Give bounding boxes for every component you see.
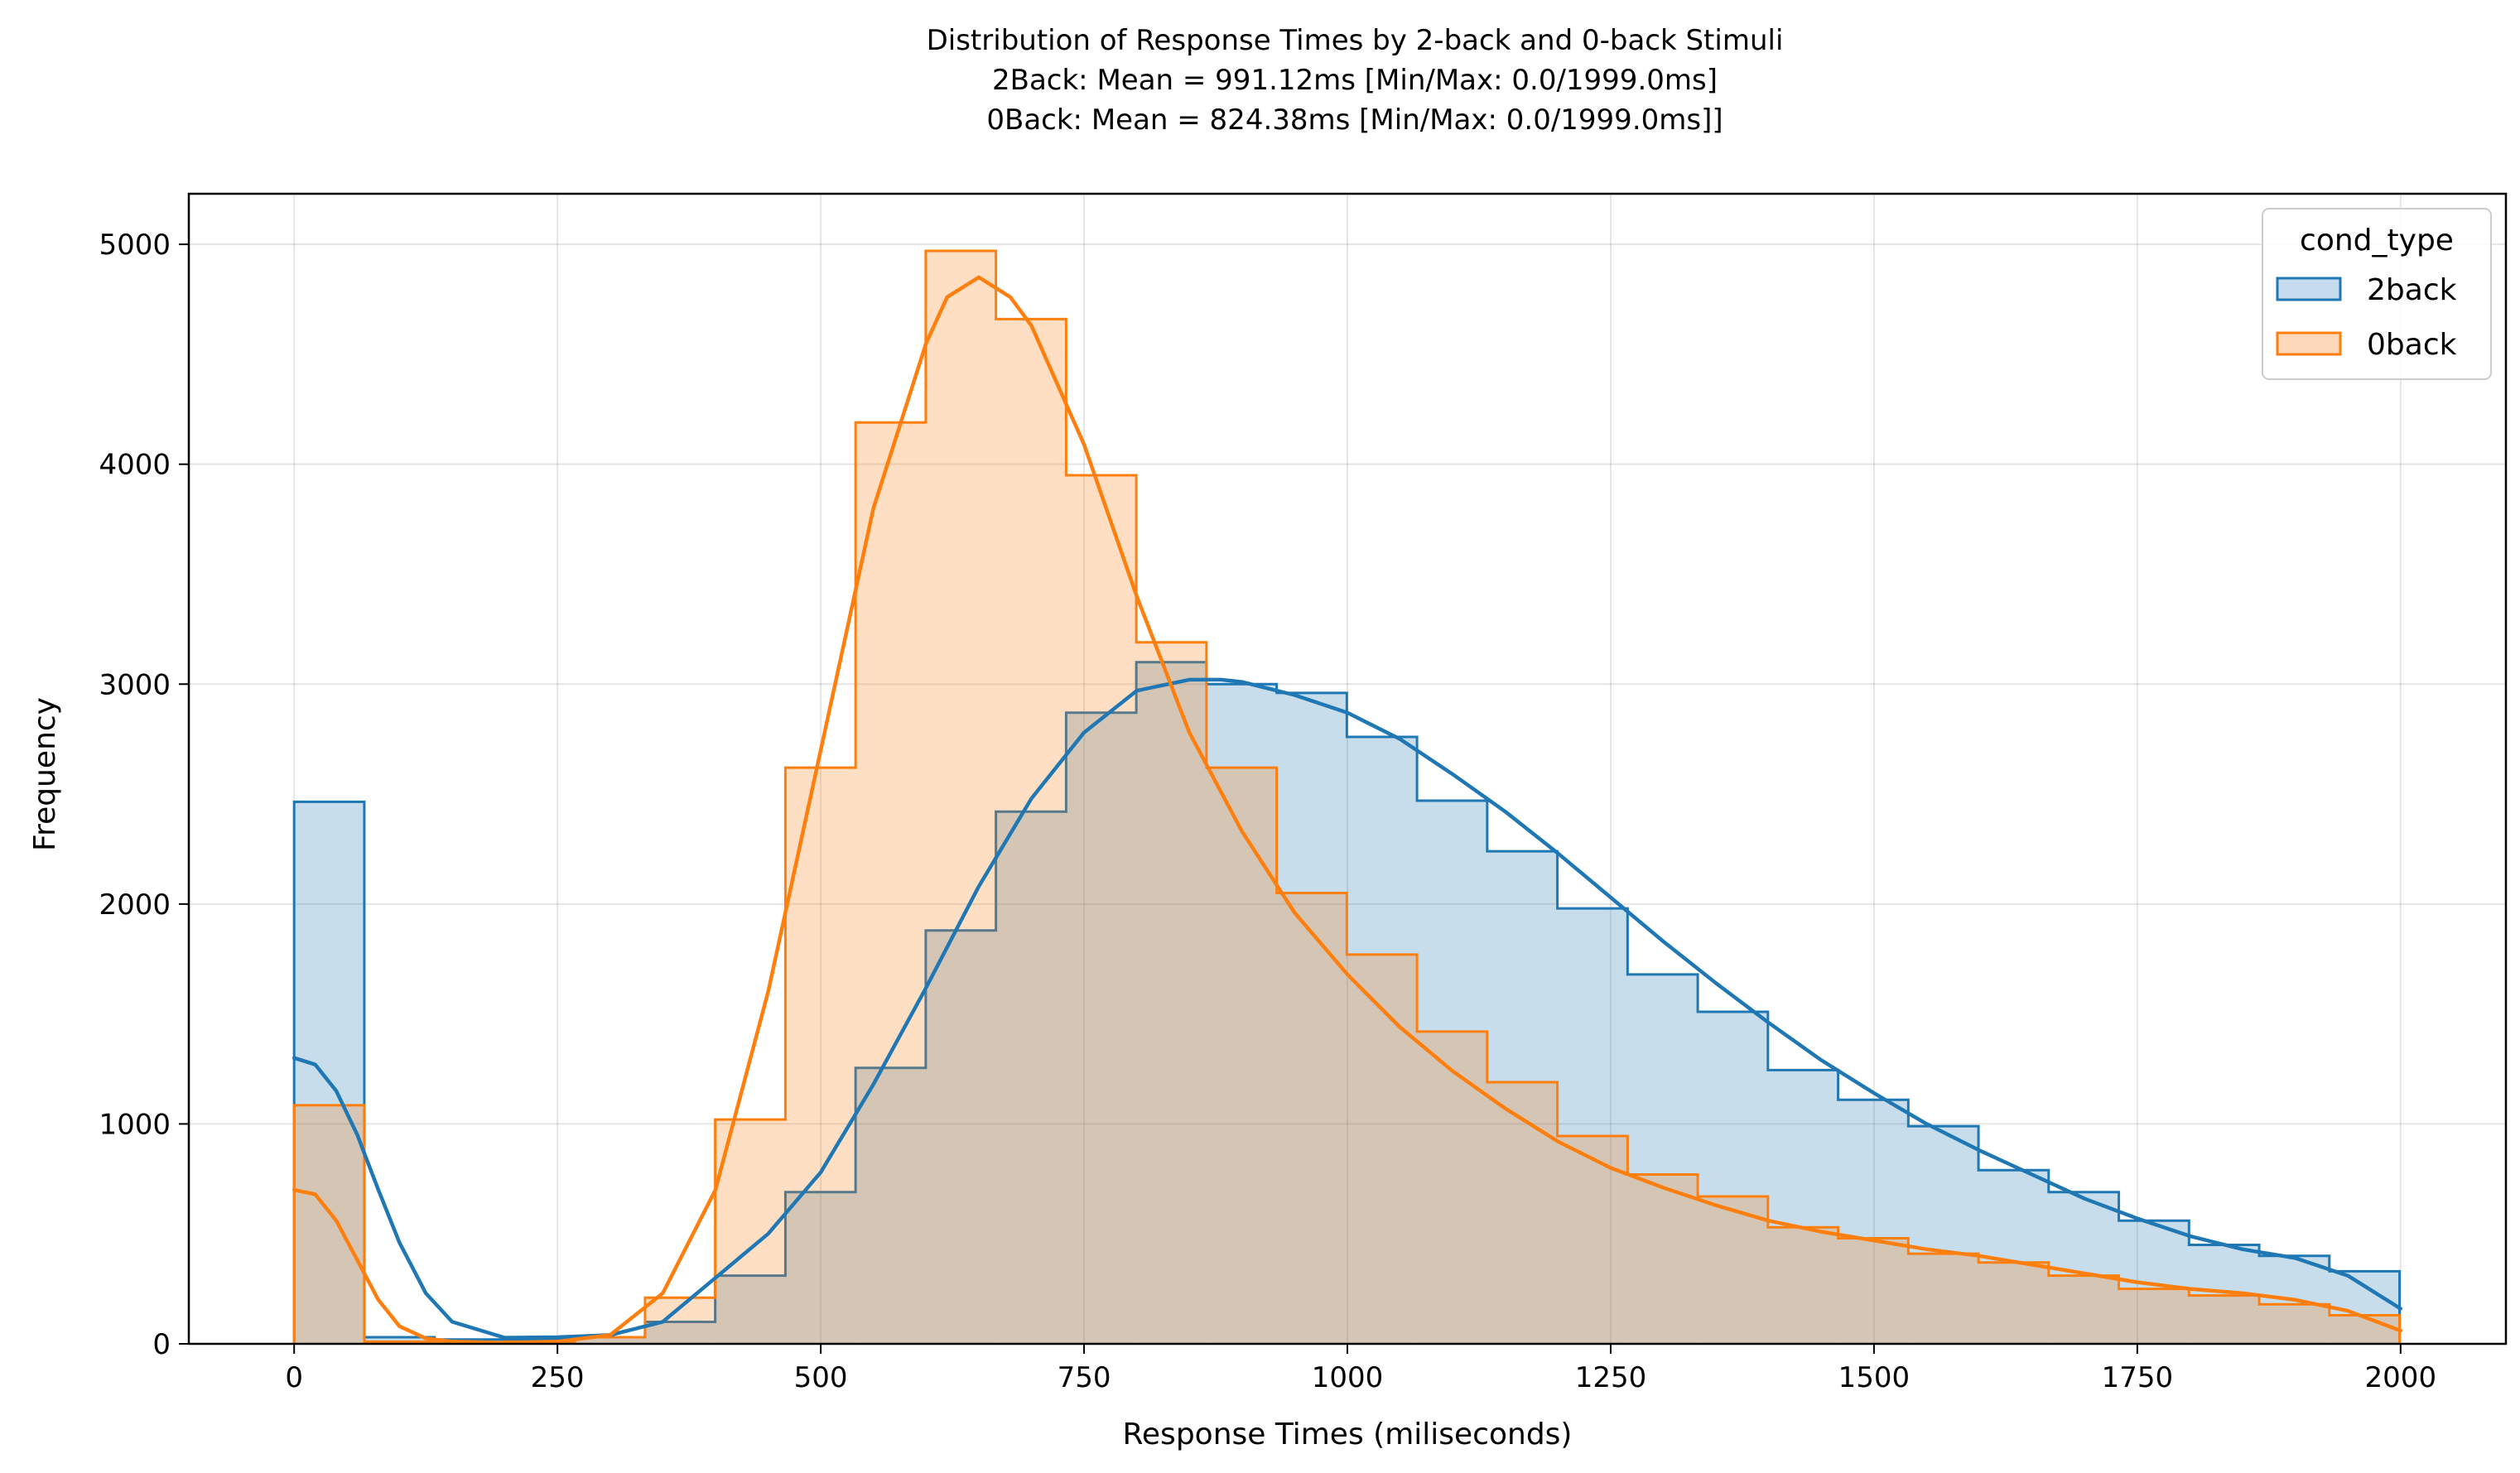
hist-bar xyxy=(785,1191,856,1344)
hist-bar xyxy=(575,1337,645,1344)
hist-bar xyxy=(644,1321,716,1344)
hist-bar xyxy=(715,1119,786,1344)
x-tick-label: 2000 xyxy=(2365,1361,2437,1394)
hist-bar xyxy=(995,811,1067,1344)
legend: cond_type 2back 0back xyxy=(2262,208,2492,380)
x-tick-label: 1500 xyxy=(1838,1361,1910,1394)
hist-bar xyxy=(1698,1196,1768,1344)
hist-bar xyxy=(1908,1254,1979,1344)
hist-bar xyxy=(925,930,996,1344)
hist-bar xyxy=(855,1067,926,1344)
hist-bar xyxy=(1206,768,1277,1344)
hist-bar xyxy=(1066,474,1137,1344)
legend-label-0back: 0back xyxy=(2367,328,2457,362)
hist-bar xyxy=(1557,1136,1628,1344)
y-tick-label: 4000 xyxy=(99,449,171,482)
hist-bar xyxy=(2259,1304,2330,1344)
hist-bar xyxy=(1627,974,1698,1344)
legend-swatch-2back xyxy=(2276,277,2342,301)
hist-bar xyxy=(2118,1288,2190,1344)
y-tick-label: 0 xyxy=(152,1328,171,1361)
legend-title: cond_type xyxy=(2300,224,2454,258)
x-axis-label: Response Times (miliseconds) xyxy=(1123,1418,1573,1451)
x-tick-label: 750 xyxy=(1058,1361,1111,1394)
hist-bar xyxy=(1417,1031,1487,1344)
hist-bar xyxy=(855,422,926,1344)
hist-bar xyxy=(1838,1238,1909,1344)
x-tick-label: 1000 xyxy=(1312,1361,1384,1394)
hist-bar xyxy=(575,1337,645,1344)
y-tick-label: 5000 xyxy=(99,229,171,262)
kde-curve-0back xyxy=(292,275,2403,1345)
y-axis-label: Frequency xyxy=(28,697,62,851)
hist-step-outline xyxy=(292,249,2402,1345)
hist-bar xyxy=(1276,692,1347,1344)
x-axis-ticks: 0 250 500 750 1000 1250 1500 1750 2000 xyxy=(285,1344,2436,1394)
hist-bar xyxy=(995,319,1067,1344)
hist-bar xyxy=(2329,1315,2400,1344)
hist-bar xyxy=(1206,684,1277,1344)
x-tick-label: 1250 xyxy=(1575,1361,1647,1394)
hist-bar xyxy=(1767,1070,1838,1344)
chart-title-line-2: 2Back: Mean = 991.12ms [Min/Max: 0.0/199… xyxy=(992,64,1718,97)
hist-bar xyxy=(1838,1100,1909,1344)
chart-title-line-3: 0Back: Mean = 824.38ms [Min/Max: 0.0/199… xyxy=(986,103,1723,137)
hist-bar xyxy=(644,1297,716,1344)
hist-bar xyxy=(1136,642,1207,1344)
hist-bar xyxy=(294,1105,364,1344)
hist-bar xyxy=(1978,1262,2049,1344)
hist-bar xyxy=(1557,908,1628,1344)
x-tick-label: 500 xyxy=(794,1361,848,1394)
hist-bar xyxy=(2189,1295,2260,1344)
hist-bar xyxy=(925,251,996,1344)
hist-bar xyxy=(715,1275,786,1344)
kde-curves xyxy=(292,275,2403,1345)
series-0back-bars xyxy=(292,249,2402,1345)
hist-bar xyxy=(1347,736,1418,1344)
y-tick-label: 2000 xyxy=(99,888,171,922)
x-tick-label: 0 xyxy=(285,1361,303,1394)
hist-bar xyxy=(1908,1126,1979,1344)
hist-bar xyxy=(1486,851,1558,1344)
histogram-bars xyxy=(292,249,2402,1345)
hist-bar xyxy=(2048,1275,2119,1344)
series-2back-bars xyxy=(292,661,2402,1344)
hist-bar xyxy=(1627,1174,1698,1344)
hist-bar xyxy=(1347,954,1418,1344)
hist-bar xyxy=(1486,1081,1558,1344)
hist-bar xyxy=(1066,712,1137,1344)
hist-bar xyxy=(1276,893,1347,1344)
chart-title: Distribution of Response Times by 2-back… xyxy=(927,24,1784,137)
legend-swatch-0back xyxy=(2276,331,2342,356)
legend-label-2back: 2back xyxy=(2367,273,2457,307)
hist-bar xyxy=(1698,1011,1768,1344)
hist-bar xyxy=(785,768,856,1344)
y-axis-ticks: 0 1000 2000 3000 4000 5000 xyxy=(99,229,189,1361)
y-tick-label: 3000 xyxy=(99,668,171,701)
chart-title-line-1: Distribution of Response Times by 2-back… xyxy=(927,24,1784,57)
kde-curve-2back xyxy=(292,677,2403,1340)
hist-bar xyxy=(1767,1227,1838,1344)
x-tick-label: 1750 xyxy=(2102,1361,2174,1394)
hist-bar xyxy=(1136,662,1207,1344)
y-tick-label: 1000 xyxy=(99,1108,171,1141)
x-tick-label: 250 xyxy=(531,1361,585,1394)
